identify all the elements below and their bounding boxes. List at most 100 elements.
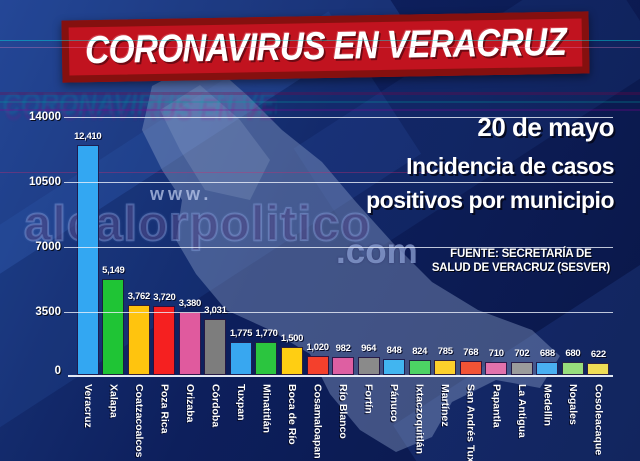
bar-x-label: Tuxpan — [234, 384, 247, 421]
bar-slot: 1,770 Minatitlán — [254, 117, 280, 433]
bar-slot: 785 Martínez — [432, 117, 458, 427]
bar-value-label: 3,762 — [127, 291, 151, 302]
ghost-title-text: CORONAVIRUS EN VERACRUZ — [2, 86, 277, 121]
bar-value-label: 3,380 — [178, 298, 202, 309]
bar-slot: 5,149 Xalapa — [101, 117, 127, 418]
bar-slot: 680 Nogales — [560, 117, 586, 425]
bar-slot: 12,410 Veracruz — [74, 117, 102, 428]
headline-date: 20 de mayo — [477, 112, 614, 142]
watermark-www: www. — [150, 184, 213, 204]
bar-slot: 3,720 Poza Rica — [152, 117, 178, 434]
bar-x-label: Poza Rica — [158, 384, 171, 434]
bar-value-label: 702 — [514, 348, 530, 359]
bar-slot: 702 La Antigua — [509, 117, 535, 438]
bar-slot: 3,031 Córdoba — [203, 117, 229, 427]
bar-x-label: Pánuco — [388, 384, 401, 422]
bar-x-label: Cosoleacaque — [592, 384, 605, 456]
bar — [561, 362, 584, 375]
source-attribution: FUENTE: SECRETARÍA DE SALUD DE VERACRUZ … — [432, 247, 610, 275]
bar-x-label: Fortín — [362, 384, 375, 414]
watermark-com: .com — [336, 232, 418, 271]
bar-slot: 622 Cosoleacaque — [586, 117, 612, 455]
headline-block: 20 de mayo Incidencia de casos positivos… — [366, 112, 614, 221]
bar-value-label: 824 — [412, 346, 428, 357]
bar-x-label: Orizaba — [183, 384, 196, 423]
glitch-line — [0, 101, 640, 103]
bar — [76, 145, 99, 375]
bar-x-label: Medellín — [541, 384, 554, 427]
bar-value-label: 1,500 — [280, 333, 304, 344]
bar — [229, 342, 252, 375]
y-axis-tick-label: 0 — [54, 365, 61, 377]
y-axis-tick-label: 3500 — [35, 306, 61, 318]
bar — [536, 362, 559, 375]
bar-x-label: Papantla — [490, 384, 503, 428]
bar-x-label: Xalapa — [107, 384, 120, 418]
bar-slot: 3,380 Orizaba — [177, 117, 203, 423]
bar-slot: 848 Pánuco — [381, 117, 407, 422]
bar-value-label: 1,775 — [229, 328, 253, 339]
source-line2: SALUD DE VERACRUZ (SESVER) — [431, 262, 610, 274]
gridline — [64, 312, 613, 313]
bar — [383, 359, 406, 375]
bar-x-label: Cosamaloapan — [311, 384, 324, 459]
bar-slot: 982 Río Blanco — [330, 117, 356, 439]
source-line1: FUENTE: SECRETARÍA DE — [450, 248, 592, 260]
bar — [587, 363, 610, 375]
y-axis-tick-label: 10500 — [29, 176, 61, 188]
bar-value-label: 12,410 — [74, 131, 102, 142]
glitch-ghost-title: CORONAVIRUS EN VERACRUZ CORONAVIRUS EN V… — [2, 84, 277, 132]
glitch-line — [0, 47, 640, 48]
bar — [306, 356, 329, 375]
bar-slot: 3,762 Coatzacoalcos — [126, 117, 152, 458]
bar-x-label: Martínez — [439, 384, 452, 427]
bar-x-label: Nogales — [566, 384, 579, 425]
bar-slot: 688 Medellín — [535, 117, 561, 426]
bar-value-label: 3,720 — [153, 292, 176, 303]
bar-slot: 1,500 Boca de Río — [279, 117, 305, 445]
bar-value-label: 3,031 — [204, 305, 227, 316]
bar — [408, 360, 431, 375]
bar-value-label: 688 — [539, 348, 555, 359]
bar-value-label: 5,149 — [102, 265, 125, 276]
bar-x-label: Veracruz — [81, 384, 94, 428]
bar — [281, 347, 304, 375]
bar-slot: 710 Papantla — [484, 117, 510, 428]
bar-x-label: Boca de Río — [286, 384, 299, 445]
glitch-line — [0, 92, 640, 95]
bar — [332, 357, 355, 375]
bar-value-label: 982 — [335, 343, 351, 354]
bar-x-label: Córdoba — [209, 384, 222, 428]
headline-line2: positivos por municipio — [366, 187, 614, 213]
bar-x-label: Río Blanco — [337, 384, 350, 439]
bar-value-label: 848 — [386, 345, 402, 356]
bar-x-label: Coatzacoalcos — [132, 384, 145, 458]
glitch-line — [0, 40, 640, 41]
glitch-line — [0, 172, 445, 173]
bar — [459, 361, 482, 375]
bar — [204, 319, 227, 375]
glitch-line — [0, 109, 640, 111]
bar-slot: 824 Ixtaczoquitlán — [407, 117, 433, 454]
bar-x-label: Ixtaczoquitlán — [413, 384, 426, 455]
bar — [127, 305, 150, 375]
y-axis-tick-label: 14000 — [29, 111, 61, 123]
gridline — [64, 247, 613, 248]
bar — [102, 279, 125, 375]
bar-value-label: 622 — [590, 349, 606, 360]
bar — [510, 362, 533, 375]
bar-slot: 768 San Andrés Tuxtla — [458, 117, 484, 461]
gridline — [64, 117, 613, 118]
bar-value-label: 768 — [463, 347, 479, 358]
bars-container: 12,410 Veracruz 5,149 Xalapa 3,762 Coatzacoal… — [68, 117, 613, 461]
bar — [357, 357, 380, 375]
bar-value-label: 1,770 — [255, 328, 278, 339]
bar-slot: 1,775 Tuxpan — [228, 117, 254, 421]
bar — [434, 360, 457, 375]
bar-x-label: Minatitlán — [260, 384, 273, 433]
bar-value-label: 710 — [488, 348, 504, 359]
gridline — [64, 182, 613, 183]
bar-chart: 12,410 Veracruz 5,149 Xalapa 3,762 Coatzacoal… — [29, 111, 613, 461]
